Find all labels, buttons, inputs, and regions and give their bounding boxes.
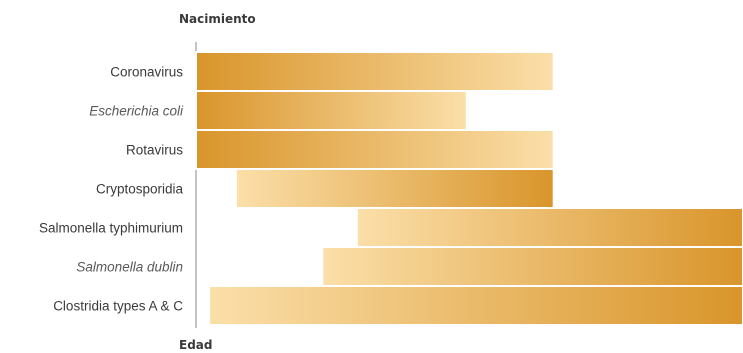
top-axis-label: Nacimiento	[179, 12, 256, 26]
category-label-coronavirus: Coronavirus	[110, 65, 183, 80]
category-label-cryptosporidia: Cryptosporidia	[96, 182, 184, 197]
bottom-axis-label: Edad	[179, 338, 212, 352]
bar-salmonella-typhimurium	[355, 207, 743, 248]
category-label-clostridia-types-a-c: Clostridia types A & C	[53, 299, 183, 314]
category-labels-group: Coronavirus Escherichia coli Rotavirus Cryp…	[39, 65, 184, 314]
category-label-rotavirus: Rotavirus	[126, 143, 183, 158]
category-label-salmonella-typhimurium: Salmonella typhimurium	[39, 221, 183, 236]
bar-cryptosporidia	[234, 168, 555, 209]
bar-rotavirus	[195, 129, 555, 170]
category-label-salmonella-dublin: Salmonella dublin	[76, 260, 183, 275]
bars-group	[195, 51, 743, 326]
bar-coronavirus	[195, 51, 555, 92]
bar-escherichia-coli	[195, 90, 468, 131]
category-label-escherichia-coli: Escherichia coli	[89, 104, 184, 119]
bar-clostridia-types-a-c	[208, 285, 743, 326]
bar-salmonella-dublin	[321, 246, 743, 287]
